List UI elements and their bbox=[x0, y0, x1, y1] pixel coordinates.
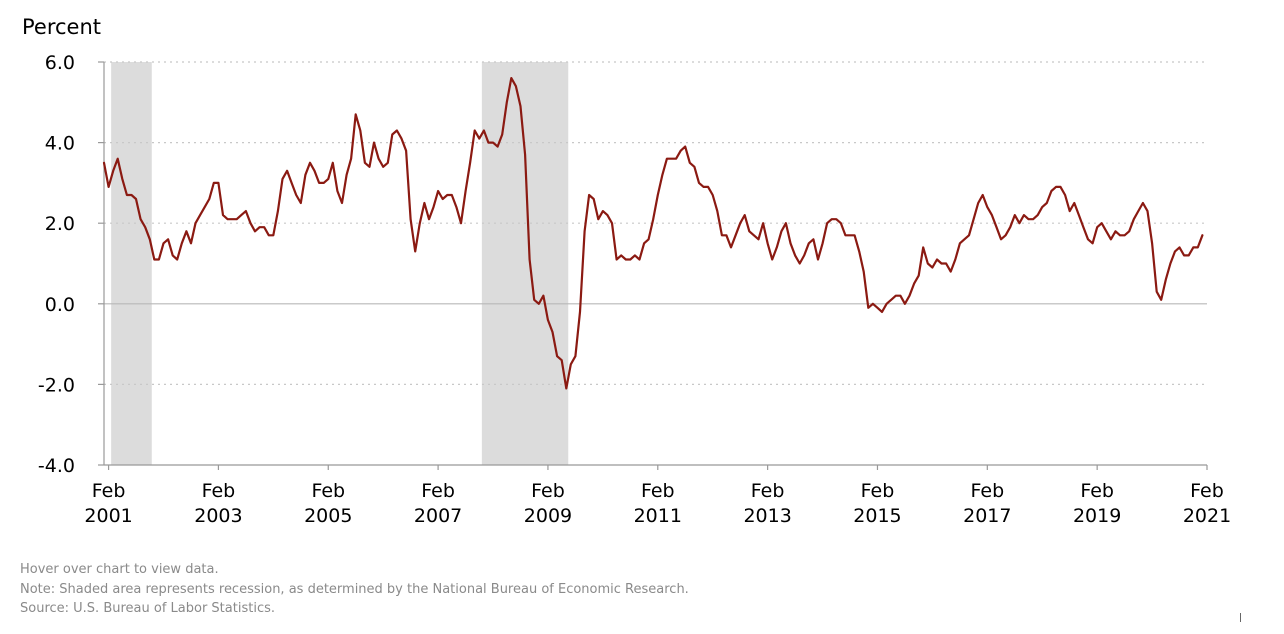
y-tick-label: 0.0 bbox=[45, 294, 75, 316]
series-line[interactable] bbox=[102, 76, 1204, 390]
x-tick-label-month: Feb bbox=[861, 480, 895, 502]
x-tick-label-year: 2007 bbox=[414, 505, 462, 527]
x-tick-label-month: Feb bbox=[92, 480, 126, 502]
corner-mark bbox=[1240, 613, 1241, 622]
series-layer[interactable] bbox=[102, 76, 1204, 390]
recession-band bbox=[481, 62, 569, 465]
recession-shading bbox=[111, 62, 569, 465]
x-tick-label-year: 2011 bbox=[634, 505, 682, 527]
x-tick-label-month: Feb bbox=[751, 480, 785, 502]
recession-note: Note: Shaded area represents recession, … bbox=[20, 581, 689, 597]
x-tick-label-month: Feb bbox=[641, 480, 675, 502]
y-axis-title: Percent bbox=[22, 15, 101, 39]
y-tick-label: 4.0 bbox=[45, 133, 75, 155]
x-tick-label-month: Feb bbox=[531, 480, 565, 502]
axes bbox=[98, 61, 1208, 470]
x-tick-label-month: Feb bbox=[421, 480, 455, 502]
x-tick-label-year: 2013 bbox=[743, 505, 791, 527]
source-note: Source: U.S. Bureau of Labor Statistics. bbox=[20, 601, 275, 616]
y-tick-label: 2.0 bbox=[45, 213, 75, 235]
x-tick-label-year: 2001 bbox=[84, 505, 132, 527]
x-tick-label-month: Feb bbox=[202, 480, 236, 502]
recession-band bbox=[111, 62, 152, 465]
hover-hint: Hover over chart to view data. bbox=[20, 562, 219, 577]
line-chart[interactable]: -4.0 -2.0 0.0 2.0 4.0 6.0 Feb 2001 Feb 2003 Feb 200… bbox=[0, 0, 1284, 550]
y-tick-label: -2.0 bbox=[38, 374, 75, 396]
gridlines bbox=[104, 61, 1207, 385]
x-tick-label-year: 2021 bbox=[1183, 505, 1231, 527]
x-tick-label-month: Feb bbox=[1080, 480, 1114, 502]
x-tick-label-year: 2019 bbox=[1073, 505, 1121, 527]
chart-notes: Hover over chart to view data. Note: Sha… bbox=[20, 560, 689, 619]
y-tick-label: 6.0 bbox=[45, 52, 75, 74]
x-tick-label-year: 2017 bbox=[963, 505, 1011, 527]
x-tick-label-month: Feb bbox=[311, 480, 345, 502]
x-tick-label-year: 2009 bbox=[524, 505, 572, 527]
x-tick-label-month: Feb bbox=[1190, 480, 1224, 502]
x-tick-label-year: 2005 bbox=[304, 505, 352, 527]
tick-labels: -4.0 -2.0 0.0 2.0 4.0 6.0 Feb 2001 Feb 2003 Feb 200… bbox=[38, 52, 1231, 527]
x-tick-label-year: 2003 bbox=[194, 505, 242, 527]
x-tick-label-month: Feb bbox=[970, 480, 1004, 502]
y-tick-label: -4.0 bbox=[38, 455, 75, 477]
x-tick-label-year: 2015 bbox=[853, 505, 901, 527]
